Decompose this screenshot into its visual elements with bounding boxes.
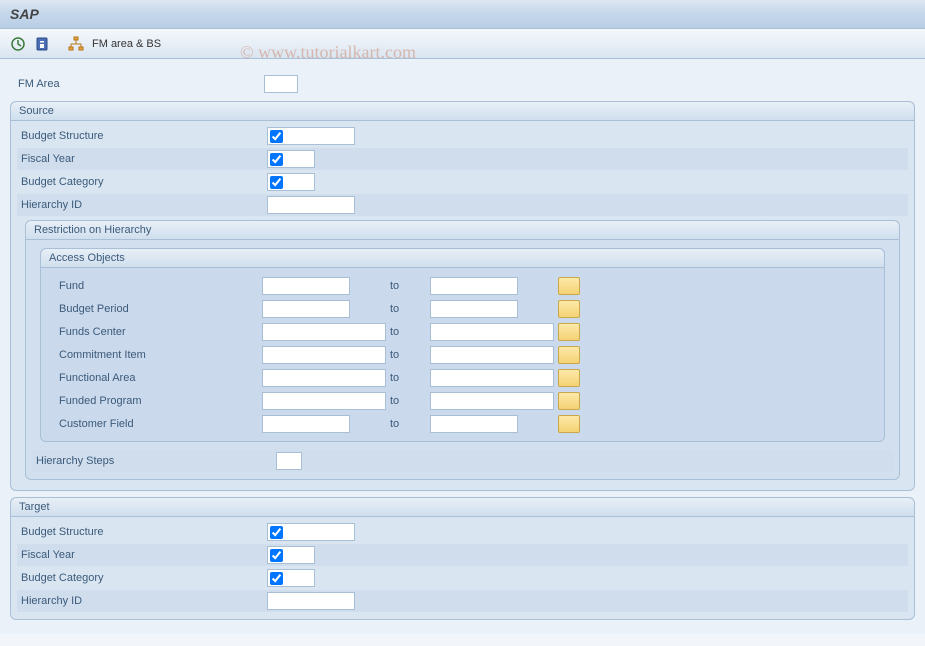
multiple-selection-button[interactable] (558, 392, 580, 410)
restriction-group: Restriction on Hierarchy Access Objects … (25, 220, 900, 480)
range-row: Fund to (47, 274, 878, 297)
source-group-title: Source (11, 102, 914, 121)
to-label: to (390, 418, 430, 430)
range-label: Fund (47, 280, 262, 292)
info-icon[interactable] (32, 34, 52, 54)
app-title: SAP (10, 6, 915, 22)
hierarchy-steps-label: Hierarchy Steps (32, 455, 276, 467)
range-row: Budget Period to (47, 297, 878, 320)
range-to-input[interactable] (430, 277, 518, 295)
to-label: to (390, 372, 430, 384)
range-from-input[interactable] (262, 346, 386, 364)
range-from-input[interactable] (262, 300, 350, 318)
source-hierarchy-id-label: Hierarchy ID (17, 199, 267, 211)
target-group: Target Budget Structure Fiscal Year Budg… (10, 497, 915, 620)
target-fiscal-year-checkbox[interactable] (270, 549, 283, 562)
range-label: Budget Period (47, 303, 262, 315)
to-label: to (390, 303, 430, 315)
source-budget-structure-checkbox[interactable] (270, 130, 283, 143)
range-to-input[interactable] (430, 392, 554, 410)
multiple-selection-button[interactable] (558, 323, 580, 341)
title-bar: SAP (0, 0, 925, 29)
to-label: to (390, 326, 430, 338)
range-label: Funds Center (47, 326, 262, 338)
range-to-input[interactable] (430, 369, 554, 387)
source-budget-category-checkbox[interactable] (270, 176, 283, 189)
range-to-input[interactable] (430, 346, 554, 364)
range-row: Commitment Item to (47, 343, 878, 366)
range-to-input[interactable] (430, 323, 554, 341)
multiple-selection-button[interactable] (558, 277, 580, 295)
target-budget-category-checkbox[interactable] (270, 572, 283, 585)
range-row: Funds Center to (47, 320, 878, 343)
range-from-input[interactable] (262, 277, 350, 295)
range-row: Funded Program to (47, 389, 878, 412)
range-to-input[interactable] (430, 300, 518, 318)
target-budget-structure-label: Budget Structure (17, 526, 267, 538)
access-objects-group: Access Objects FundtoBudget PeriodtoFund… (40, 248, 885, 442)
source-budget-category-label: Budget Category (17, 176, 267, 188)
hierarchy-steps-input[interactable] (276, 452, 302, 470)
range-from-input[interactable] (262, 392, 386, 410)
content-area: FM Area Source Budget Structure Fiscal Y… (0, 59, 925, 634)
fm-area-bs-label[interactable]: FM area & BS (92, 38, 161, 50)
restriction-group-title: Restriction on Hierarchy (26, 221, 899, 240)
target-budget-structure-checkbox[interactable] (270, 526, 283, 539)
multiple-selection-button[interactable] (558, 346, 580, 364)
multiple-selection-button[interactable] (558, 369, 580, 387)
target-hierarchy-id-input[interactable] (267, 592, 355, 610)
range-row: Customer Field to (47, 412, 878, 435)
multiple-selection-button[interactable] (558, 300, 580, 318)
source-group: Source Budget Structure Fiscal Year Budg… (10, 101, 915, 491)
target-fiscal-year-label: Fiscal Year (17, 549, 267, 561)
to-label: to (390, 395, 430, 407)
range-label: Commitment Item (47, 349, 262, 361)
range-label: Customer Field (47, 418, 262, 430)
multiple-selection-button[interactable] (558, 415, 580, 433)
range-row: Functional Area to (47, 366, 878, 389)
to-label: to (390, 349, 430, 361)
source-fiscal-year-checkbox[interactable] (270, 153, 283, 166)
source-fiscal-year-label: Fiscal Year (17, 153, 267, 165)
hierarchy-icon[interactable] (66, 34, 86, 54)
range-from-input[interactable] (262, 323, 386, 341)
range-label: Funded Program (47, 395, 262, 407)
execute-icon[interactable] (8, 34, 28, 54)
range-from-input[interactable] (262, 415, 350, 433)
source-hierarchy-id-input[interactable] (267, 196, 355, 214)
source-budget-structure-label: Budget Structure (17, 130, 267, 142)
fm-area-row: FM Area (14, 73, 911, 95)
access-objects-title: Access Objects (41, 249, 884, 268)
range-from-input[interactable] (262, 369, 386, 387)
target-group-title: Target (11, 498, 914, 517)
target-hierarchy-id-label: Hierarchy ID (17, 595, 267, 607)
to-label: to (390, 280, 430, 292)
fm-area-input[interactable] (264, 75, 298, 93)
toolbar: FM area & BS (0, 29, 925, 59)
range-to-input[interactable] (430, 415, 518, 433)
fm-area-label: FM Area (14, 78, 264, 90)
target-budget-category-label: Budget Category (17, 572, 267, 584)
range-label: Functional Area (47, 372, 262, 384)
